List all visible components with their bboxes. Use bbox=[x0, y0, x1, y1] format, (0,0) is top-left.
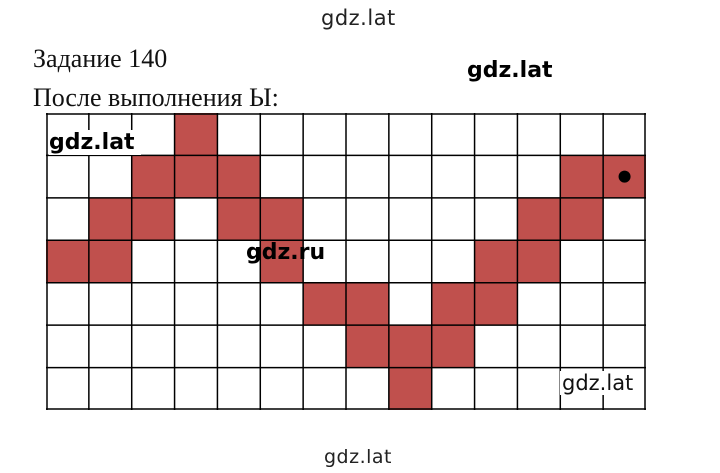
filled-cell bbox=[260, 240, 304, 283]
watermark-bottom: gdz.lat bbox=[324, 446, 393, 468]
watermark-grid-left: gdz.lat bbox=[49, 130, 141, 155]
watermark-right: gdz.lat bbox=[467, 58, 553, 83]
filled-cells bbox=[46, 113, 646, 410]
filled-cell bbox=[388, 367, 432, 410]
grid-lines bbox=[46, 113, 646, 410]
filled-cell bbox=[346, 282, 389, 326]
filled-cell bbox=[431, 282, 475, 326]
marker-dot bbox=[618, 170, 631, 183]
filled-cell bbox=[88, 197, 132, 241]
filled-cell bbox=[474, 240, 518, 283]
filled-cell bbox=[131, 197, 175, 241]
filled-cell bbox=[388, 325, 432, 368]
filled-cell bbox=[88, 240, 132, 283]
filled-cell bbox=[517, 240, 561, 283]
filled-cell bbox=[303, 282, 346, 326]
watermark-top: gdz.lat bbox=[321, 6, 396, 30]
filled-cell bbox=[260, 197, 304, 241]
filled-cell bbox=[174, 155, 218, 198]
task-title: Задание 140 bbox=[33, 44, 168, 73]
watermark-grid-center: gdz.ru bbox=[246, 240, 326, 265]
filled-cell bbox=[346, 325, 389, 368]
filled-cell bbox=[431, 325, 475, 368]
filled-cell bbox=[217, 197, 261, 241]
watermark-grid-bottom-right: gdz.lat bbox=[560, 371, 636, 395]
filled-cell bbox=[560, 197, 604, 241]
filled-cell bbox=[131, 155, 175, 198]
filled-cell bbox=[517, 197, 561, 241]
filled-cell bbox=[46, 240, 89, 283]
task-subtitle: После выполнения Ы: bbox=[33, 83, 279, 112]
filled-cell bbox=[560, 155, 604, 198]
grid-figure bbox=[46, 113, 646, 410]
filled-cell bbox=[474, 282, 518, 326]
filled-cell bbox=[217, 155, 261, 198]
filled-cell bbox=[174, 113, 218, 156]
